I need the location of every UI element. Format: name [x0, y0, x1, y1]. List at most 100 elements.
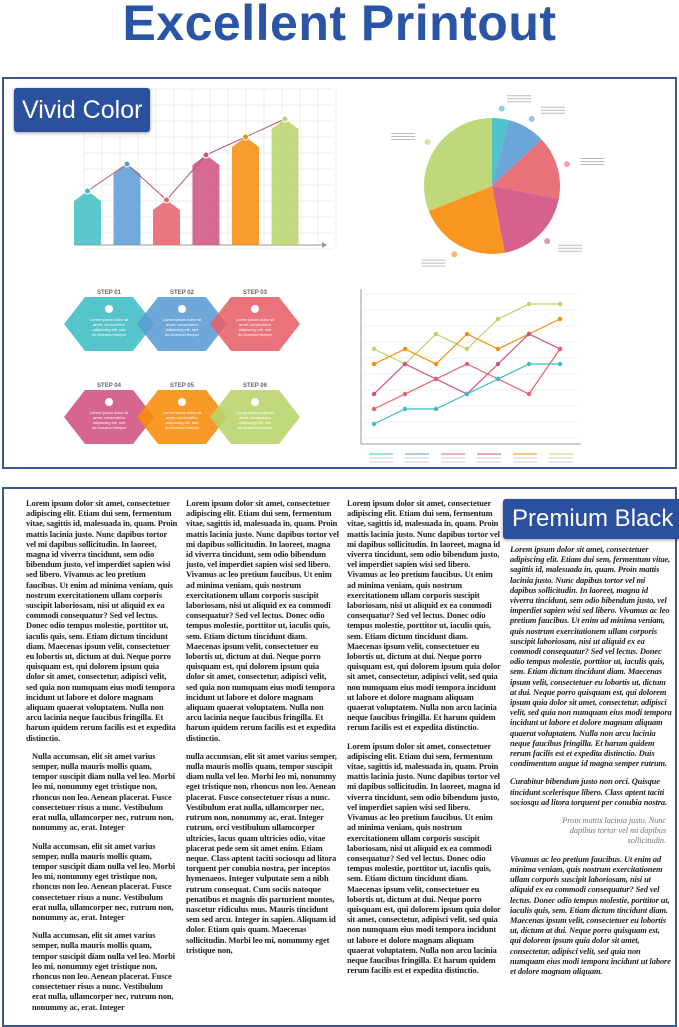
- bar: [232, 137, 259, 245]
- axis-arrow: [322, 242, 327, 248]
- slice-marker: [544, 238, 551, 245]
- series-point: [371, 391, 377, 397]
- line-infographic: [360, 289, 581, 463]
- bar: [192, 155, 220, 245]
- series-point: [557, 316, 563, 322]
- pie-slice: [492, 118, 509, 186]
- step-text-line: adipiscing elit, sed: [93, 420, 126, 425]
- bar: [153, 200, 180, 245]
- series-point: [495, 316, 501, 322]
- series-point: [526, 391, 532, 397]
- series-point: [371, 421, 377, 427]
- bar: [74, 191, 101, 245]
- step-text-line: adipiscing elit, sed: [166, 420, 199, 425]
- step-label: STEP 01: [97, 290, 122, 296]
- step-label: STEP 02: [170, 290, 195, 296]
- paragraph: Lorem ipsum dolor sit amet, consectetuer…: [510, 545, 672, 769]
- paragraph: Curabitur bibendum justo non orci. Quisq…: [510, 777, 668, 807]
- step-hexagon: [137, 390, 227, 444]
- pie-slice: [424, 118, 492, 212]
- series-point: [402, 346, 408, 352]
- step-text-line: Lorem ipsum dolor sit: [163, 317, 202, 322]
- step-text: Lorem ipsum dolor sit amet, consectetur ad…: [236, 317, 275, 337]
- headline: Excellent Printout: [122, 0, 557, 51]
- series-point: [557, 346, 563, 352]
- step-text-line: do eiusmod tempor: [92, 425, 127, 430]
- series-point: [433, 376, 439, 382]
- step-text: Lorem ipsum dolor sit amet, consectetur ad…: [163, 317, 202, 337]
- step-text-line: do eiusmod tempor: [238, 425, 273, 430]
- paragraph: nulla accumsan, elit sit amet varius sem…: [186, 751, 337, 955]
- step-text-line: amet, consectetur: [166, 322, 198, 327]
- bar: [113, 164, 141, 245]
- step-text-line: adipiscing elit, sed: [239, 327, 272, 332]
- series-point: [526, 331, 532, 337]
- trend-point: [202, 151, 210, 159]
- step-text: Lorem ipsum dolor sit amet, consectetur ad…: [236, 410, 275, 430]
- step-text: Lorem ipsum dolor sit amet, consectetur ad…: [90, 410, 129, 430]
- step-label: STEP 04: [97, 383, 122, 389]
- step-hexagon: [64, 297, 154, 351]
- at-icon: [105, 398, 113, 406]
- step-text-line: adipiscing elit, sed: [239, 420, 272, 425]
- step-hexagon: [137, 297, 227, 351]
- step-hexagon: [210, 390, 300, 444]
- series-point: [371, 346, 377, 352]
- globe-icon: [178, 398, 186, 406]
- slice-marker: [563, 161, 570, 168]
- series-point: [464, 391, 470, 397]
- slice-marker: [528, 115, 535, 122]
- slice-marker: [424, 139, 431, 146]
- paragraph: Nulla accumsan, elit sit amet varius sem…: [32, 751, 176, 833]
- series-point: [433, 406, 439, 412]
- series-point: [495, 361, 501, 367]
- step-hexagon: [64, 390, 154, 444]
- step-text-line: Lorem ipsum dolor sit: [236, 410, 275, 415]
- slice-marker: [498, 105, 505, 112]
- series-point: [526, 361, 532, 367]
- trend-point: [84, 187, 91, 195]
- text-columns: Lorem ipsum dolor sit amet, consectetuer…: [4, 489, 675, 1021]
- trend-point: [163, 196, 170, 204]
- series-point: [526, 301, 532, 307]
- pull-quote: Proin mattis lacinia justo. Nunc dapibus…: [562, 816, 666, 846]
- vivid-color-badge: Vivid Color: [14, 88, 151, 132]
- paragraph: Vivamus ac leo pretium faucibus. Ut enim…: [510, 854, 671, 976]
- paragraph: Lorem ipsum dolor sit amet, consectetuer…: [186, 499, 339, 743]
- paragraph: Lorem ipsum dolor sit amet, consectetuer…: [347, 741, 501, 976]
- step-label: STEP 06: [243, 383, 268, 389]
- trend-point: [281, 115, 289, 123]
- paragraph: Lorem ipsum dolor sit amet, consectetuer…: [26, 499, 178, 743]
- pie-slice: [428, 186, 505, 254]
- step-text-line: amet, consectetur: [93, 322, 125, 327]
- slice-marker: [451, 251, 458, 258]
- paragraph: Nulla accumsan, elit sit amet varius sem…: [32, 931, 176, 1012]
- step-text-line: Lorem ipsum dolor sit: [163, 410, 202, 415]
- text-column-1: Lorem ipsum dolor sit amet, consectetuer…: [26, 499, 178, 1021]
- series-point: [557, 361, 563, 367]
- series-point: [557, 301, 563, 307]
- step-text-line: do eiusmod tempor: [92, 332, 127, 337]
- step-text-line: adipiscing elit, sed: [166, 327, 199, 332]
- step-text-line: adipiscing elit, sed: [93, 327, 126, 332]
- text-column-4: Lorem ipsum dolor sit amet, consectetuer…: [510, 545, 672, 985]
- pie-infographic: [391, 95, 605, 267]
- step-text-line: amet, consectetur: [239, 415, 271, 420]
- trend-point: [242, 133, 249, 141]
- step-text-line: do eiusmod tempor: [165, 332, 200, 337]
- bar: [271, 119, 299, 245]
- paragraph: Lorem ipsum dolor sit amet, consectetuer…: [347, 499, 501, 733]
- series-point: [464, 331, 470, 337]
- color-sample-panel: STEP 01 Lorem ipsum dolor sit amet, consec…: [2, 77, 677, 469]
- step-text-line: Lorem ipsum dolor sit: [236, 317, 275, 322]
- pie-slice: [492, 139, 560, 199]
- step-label: STEP 03: [243, 290, 268, 296]
- trend-line: [87, 118, 286, 201]
- step-text-line: do eiusmod tempor: [238, 332, 273, 337]
- document-icon: [178, 305, 186, 313]
- step-text-line: Lorem ipsum dolor sit: [90, 317, 129, 322]
- text-column-3: Lorem ipsum dolor sit amet, consectetuer…: [347, 499, 502, 984]
- target-icon: [105, 305, 113, 313]
- step-label: STEP 05: [170, 383, 195, 389]
